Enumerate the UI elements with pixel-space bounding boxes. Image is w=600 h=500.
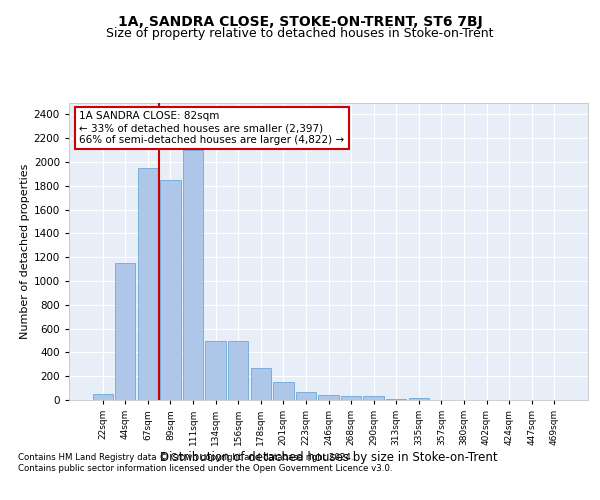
Bar [138,168,158,400]
Bar [296,392,316,400]
Y-axis label: Number of detached properties: Number of detached properties [20,164,29,339]
Bar [273,382,293,400]
Text: 1A, SANDRA CLOSE, STOKE-ON-TRENT, ST6 7BJ: 1A, SANDRA CLOSE, STOKE-ON-TRENT, ST6 7B… [118,15,482,29]
Bar [364,396,384,400]
Text: 1A SANDRA CLOSE: 82sqm
← 33% of detached houses are smaller (2,397)
66% of semi-: 1A SANDRA CLOSE: 82sqm ← 33% of detached… [79,112,344,144]
Bar [386,399,406,400]
Bar [160,180,181,400]
Text: Contains public sector information licensed under the Open Government Licence v3: Contains public sector information licen… [18,464,392,473]
X-axis label: Distribution of detached houses by size in Stoke-on-Trent: Distribution of detached houses by size … [160,451,497,464]
Bar [205,340,226,400]
Bar [183,150,203,400]
Text: Size of property relative to detached houses in Stoke-on-Trent: Size of property relative to detached ho… [106,28,494,40]
Bar [228,340,248,400]
Bar [251,368,271,400]
Bar [115,263,136,400]
Bar [92,394,113,400]
Bar [341,396,361,400]
Bar [409,398,429,400]
Text: Contains HM Land Registry data © Crown copyright and database right 2024.: Contains HM Land Registry data © Crown c… [18,452,353,462]
Bar [319,395,338,400]
